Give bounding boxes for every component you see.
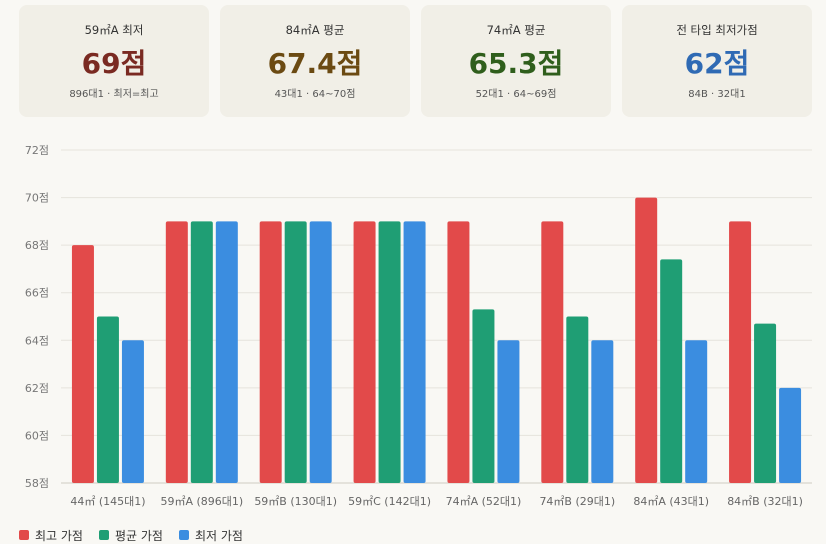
x-tick-label: 84㎡A (43대1) xyxy=(633,495,709,508)
card-subtext: 52대1 · 64~69점 xyxy=(475,89,557,100)
legend-label: 최저 가점 xyxy=(194,528,243,543)
bar[interactable] xyxy=(660,259,683,483)
legend-swatch xyxy=(19,530,29,540)
x-tick-label: 59㎡B (130대1) xyxy=(254,495,337,508)
card-value: 62점 xyxy=(684,47,750,80)
bar[interactable] xyxy=(121,340,144,483)
x-tick-label: 59㎡A (896대1) xyxy=(160,495,243,508)
bar[interactable] xyxy=(497,340,520,483)
legend-swatch xyxy=(98,530,109,540)
card-subtext: 84B · 32대1 xyxy=(688,89,746,100)
bar[interactable] xyxy=(754,323,777,483)
bar[interactable] xyxy=(447,221,470,483)
summary-cards: 59㎡A 최저 69점 896대1 · 최저=최고 84㎡A 평균 67.4점 … xyxy=(19,5,812,117)
card-value: 67.4점 xyxy=(267,47,363,80)
summary-card: 전 타입 최저가점 62점 84B · 32대1 xyxy=(622,5,812,117)
x-tick-label: 74㎡B (29대1) xyxy=(539,495,615,508)
legend-swatch xyxy=(178,530,189,540)
legend-label: 최고 가점 xyxy=(35,528,83,543)
card-subtext: 43대1 · 64~70점 xyxy=(274,89,356,100)
bar[interactable] xyxy=(472,309,495,483)
legend-label: 평균 가점 xyxy=(114,528,163,543)
card-label: 74㎡A 평균 xyxy=(486,23,546,37)
summary-card: 74㎡A 평균 65.3점 52대1 · 64~69점 xyxy=(421,5,611,117)
y-tick-label: 68점 xyxy=(25,239,49,252)
bar[interactable] xyxy=(353,221,376,483)
bar[interactable] xyxy=(566,316,589,484)
bar[interactable] xyxy=(309,221,332,483)
summary-card: 84㎡A 평균 67.4점 43대1 · 64~70점 xyxy=(220,5,410,117)
legend-item[interactable]: 최저 가점 xyxy=(178,527,243,544)
card-label: 59㎡A 최저 xyxy=(84,23,144,37)
bar[interactable] xyxy=(779,387,802,483)
summary-card: 59㎡A 최저 69점 896대1 · 최저=최고 xyxy=(19,5,209,117)
bar[interactable] xyxy=(591,340,614,483)
bar[interactable] xyxy=(403,221,426,483)
bar[interactable] xyxy=(378,221,401,483)
y-tick-label: 70점 xyxy=(25,192,49,205)
card-value: 65.3점 xyxy=(468,47,564,80)
bar[interactable] xyxy=(96,316,119,484)
card-value: 69점 xyxy=(81,47,147,80)
bar[interactable] xyxy=(284,221,307,483)
bar-chart: 58점 60점 62점 64점 66점 68점 70점 72점 44㎡ (145대1) 59㎡A … xyxy=(25,144,812,508)
bar[interactable] xyxy=(541,221,564,483)
y-tick-label: 72점 xyxy=(25,144,49,157)
bar[interactable] xyxy=(635,197,658,484)
y-tick-label: 62점 xyxy=(25,382,49,395)
y-tick-label: 58점 xyxy=(25,477,49,490)
bar[interactable] xyxy=(729,221,752,483)
bar[interactable] xyxy=(259,221,282,483)
card-label: 전 타입 최저가점 xyxy=(676,23,758,37)
x-tick-label: 59㎡C (142대1) xyxy=(348,495,431,508)
y-tick-label: 66점 xyxy=(25,287,49,300)
x-tick-label: 74㎡A (52대1) xyxy=(446,495,522,508)
bar[interactable] xyxy=(190,221,213,483)
y-tick-label: 60점 xyxy=(25,429,49,442)
y-tick-label: 64점 xyxy=(25,334,49,347)
bar[interactable] xyxy=(165,221,188,483)
bar[interactable] xyxy=(71,245,94,483)
legend-item[interactable]: 최고 가점 xyxy=(19,527,83,544)
bar[interactable] xyxy=(215,221,238,483)
card-subtext: 896대1 · 최저=최고 xyxy=(69,89,159,100)
x-tick-label: 44㎡ (145대1) xyxy=(70,495,145,508)
bar[interactable] xyxy=(685,340,708,483)
card-label: 84㎡A 평균 xyxy=(285,23,345,37)
legend-item[interactable]: 평균 가점 xyxy=(98,527,163,544)
chart-legend: 최고 가점 평균 가점 최저 가점 xyxy=(19,526,243,544)
x-tick-label: 84㎡B (32대1) xyxy=(727,495,803,508)
